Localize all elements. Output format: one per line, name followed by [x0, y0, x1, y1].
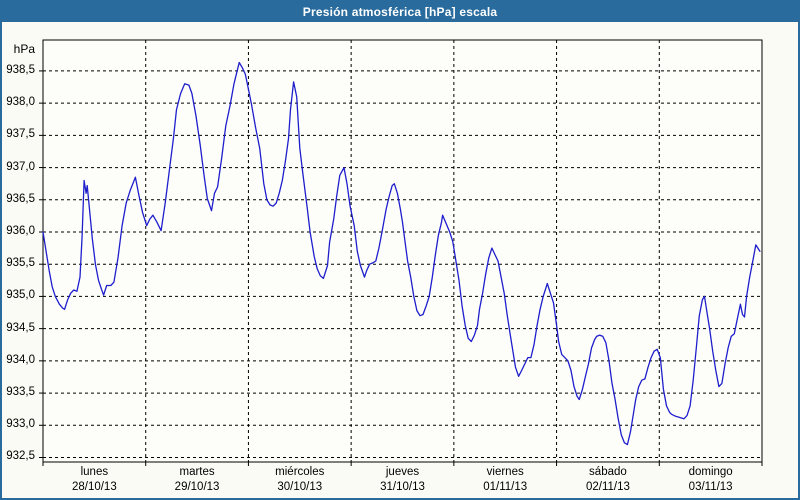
x-day-date-label: 01/11/13: [483, 481, 528, 493]
y-tick-label: 938,5: [6, 63, 35, 76]
x-day-name-label: miércoles: [275, 466, 325, 478]
x-day-name-label: sábado: [589, 466, 627, 478]
x-day-name-label: lunes: [80, 466, 109, 478]
x-day-name-label: martes: [179, 466, 215, 478]
x-day-date-label: 29/10/13: [174, 481, 220, 493]
x-day-name-label: viernes: [486, 466, 524, 478]
y-axis-unit-label: hPa: [13, 42, 35, 56]
y-tick-label: 933,5: [6, 386, 35, 399]
x-day-date-label: 28/10/13: [71, 481, 117, 493]
y-tick-label: 937,5: [6, 128, 35, 141]
pressure-line: [42, 61, 761, 446]
x-day-name-label: domingo: [688, 466, 733, 478]
y-tick-label: 934,5: [6, 321, 35, 334]
x-day-date-label: 31/10/13: [380, 481, 425, 493]
x-day-date-label: 30/10/13: [277, 481, 323, 493]
chart-title-bar: Presión atmosférica [hPa] escala: [2, 2, 798, 22]
y-tick-label: 935,0: [6, 289, 35, 302]
y-tick-label: 935,5: [6, 257, 35, 270]
x-day-date-label: 03/11/13: [688, 481, 733, 493]
y-tick-label: 934,0: [6, 353, 35, 366]
y-tick-label: 938,0: [6, 96, 35, 109]
y-tick-label: 936,5: [6, 192, 35, 205]
y-tick-label: 933,0: [6, 418, 35, 431]
y-tick-label: 936,0: [6, 224, 35, 237]
x-day-name-label: jueves: [385, 466, 420, 478]
y-tick-label: 937,0: [6, 160, 35, 173]
x-day-date-label: 02/11/13: [585, 481, 630, 493]
y-tick-label: 932,5: [6, 450, 35, 463]
plot-border: [42, 39, 763, 463]
